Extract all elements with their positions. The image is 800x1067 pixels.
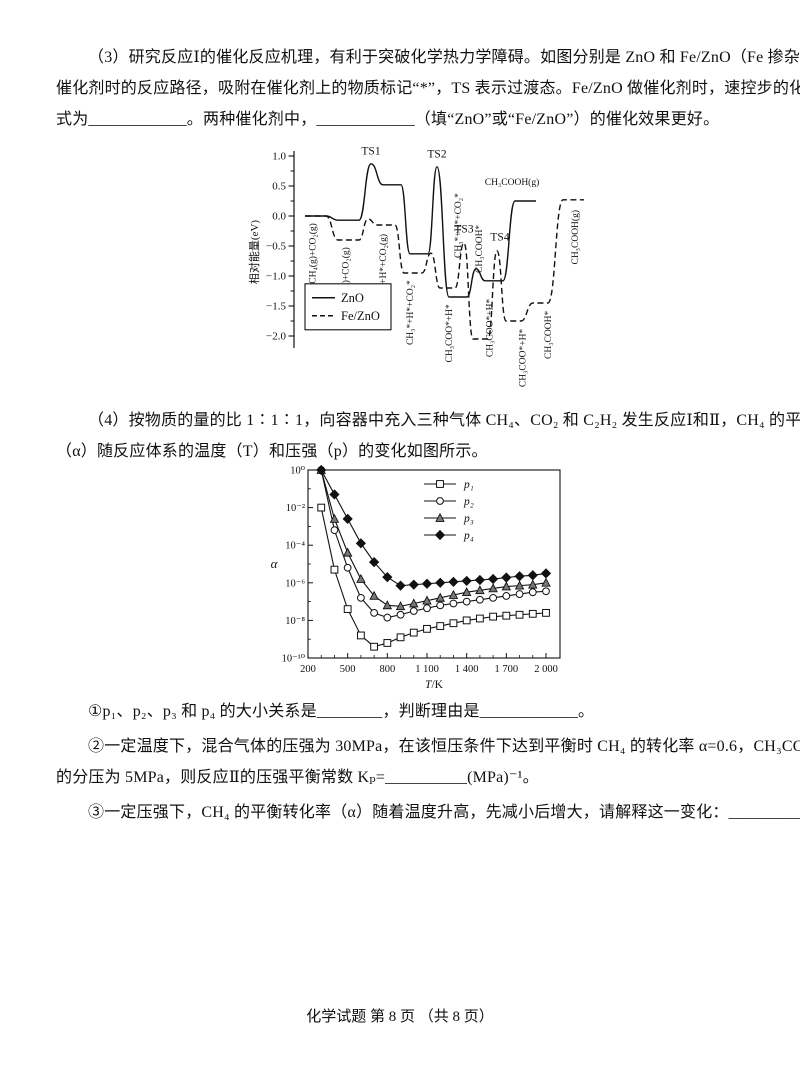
svg-text:TS4: TS4 xyxy=(490,231,509,243)
svg-text:p₃: p₃ xyxy=(463,513,474,525)
svg-text:10⁰: 10⁰ xyxy=(290,466,305,477)
svg-text:p₄: p₄ xyxy=(463,530,474,542)
svg-text:CH₄*(g)+CO₂(g): CH₄*(g)+CO₂(g) xyxy=(341,247,352,312)
question-4-line-2: （α）随反应体系的温度（T）和压强（p）的变化如图所示。 xyxy=(56,443,488,460)
sub-question-1: ①p₁、p₂、p₃ 和 p₄ 的大小关系是________，判断理由是_____… xyxy=(88,703,595,720)
svg-text:CH₃COO*+H*: CH₃COO*+H* xyxy=(445,304,455,363)
svg-text:1.0: 1.0 xyxy=(272,151,286,163)
svg-text:T/K: T/K xyxy=(425,679,444,691)
svg-text:相对能量(eV): 相对能量(eV) xyxy=(247,220,261,284)
question-3-paragraph: （3）研究反应Ⅰ的催化反应机理，有利于突破化学热力学障碍。如图分别是 ZnO 和… xyxy=(56,42,800,135)
energy-pathway-diagram: 1.0 0.5 0.0 −0.5 −1.0 −1.5 −2.0 相对能量(eV) TS1 TS2 T… xyxy=(244,136,609,404)
question-3-line-3: 式为____________。两种催化剂中，____________（填“ZnO… xyxy=(56,111,720,128)
svg-text:−2.0: −2.0 xyxy=(266,331,286,343)
svg-text:10⁻²: 10⁻² xyxy=(286,503,305,514)
page-footer: 化学试题 第 8 页 （共 8 页） xyxy=(306,1009,494,1025)
question-3-line-2: 催化剂时的反应路径，吸附在催化剂上的物质标记“*”，TS 表示过渡态。Fe/Zn… xyxy=(56,80,800,97)
energy-diagram-svg: 1.0 0.5 0.0 −0.5 −1.0 −1.5 −2.0 相对能量(eV) TS1 TS2 T… xyxy=(247,146,584,388)
conversion-vs-temperature-chart: 200 500 800 1 100 1 400 1 700 2 000 10⁰ 10⁻² 10⁻⁴… xyxy=(264,460,574,697)
svg-text:10⁻⁴: 10⁻⁴ xyxy=(285,541,305,552)
svg-text:CH₃COOH*: CH₃COOH* xyxy=(475,225,485,273)
svg-text:1 400: 1 400 xyxy=(455,664,479,675)
svg-text:CH₃*+H*+CO₂*: CH₃*+H*+CO₂* xyxy=(406,280,416,345)
svg-text:TS1: TS1 xyxy=(361,146,380,158)
energy-legend-box xyxy=(304,283,392,331)
svg-text:10⁻⁸: 10⁻⁸ xyxy=(285,616,305,627)
svg-text:ZnO: ZnO xyxy=(341,291,364,305)
svg-text:Fe/ZnO: Fe/ZnO xyxy=(341,309,380,323)
svg-text:10⁻¹⁰: 10⁻¹⁰ xyxy=(282,654,305,665)
svg-text:TS2: TS2 xyxy=(427,149,446,161)
svg-text:p₂: p₂ xyxy=(463,496,474,508)
svg-text:CH₃*+H*+CO₂(g): CH₃*+H*+CO₂(g) xyxy=(378,234,389,305)
svg-text:1 700: 1 700 xyxy=(495,664,519,675)
svg-text:−0.5: −0.5 xyxy=(266,241,286,253)
svg-text:CH₃COOH(g): CH₃COOH(g) xyxy=(570,210,581,265)
question-4-paragraph: （4）按物质的量的比 1∶1∶1，向容器中充入三种气体 CH₄、CO₂ 和 C₂… xyxy=(56,405,800,467)
question-4-line-1: （4）按物质的量的比 1∶1∶1，向容器中充入三种气体 CH₄、CO₂ 和 C₂… xyxy=(88,412,800,429)
svg-text:CH₃COOH(g): CH₃COOH(g) xyxy=(485,177,540,188)
svg-text:1 100: 1 100 xyxy=(415,664,439,675)
svg-text:800: 800 xyxy=(379,664,395,675)
svg-text:200: 200 xyxy=(300,664,316,675)
svg-text:0.5: 0.5 xyxy=(272,181,286,193)
sub-question-3: ③一定压强下，CH₄ 的平衡转化率（α）随着温度升高，先减小后增大，请解释这一变… xyxy=(88,804,800,821)
svg-text:CH₃*+H*+CO₂*: CH₃*+H*+CO₂* xyxy=(454,193,464,258)
sub-question-2-line-1: ②一定温度下，混合气体的压强为 30MPa，在该恒压条件下达到平衡时 CH₄ 的… xyxy=(88,738,800,755)
question-3-line-1: （3）研究反应Ⅰ的催化反应机理，有利于突破化学热力学障碍。如图分别是 ZnO 和… xyxy=(88,49,800,66)
svg-text:10⁻⁶: 10⁻⁶ xyxy=(285,578,305,589)
svg-text:−1.0: −1.0 xyxy=(266,271,286,283)
conversion-chart-svg: 200 500 800 1 100 1 400 1 700 2 000 10⁰ 10⁻² 10⁻⁴… xyxy=(271,464,561,691)
svg-text:2 000: 2 000 xyxy=(534,664,558,675)
svg-text:0.0: 0.0 xyxy=(272,211,286,223)
svg-text:CH₄(g)+CO₂(g): CH₄(g)+CO₂(g) xyxy=(308,223,319,284)
svg-text:500: 500 xyxy=(340,664,356,675)
svg-text:CH₃COO*+H*: CH₃COO*+H* xyxy=(519,329,529,388)
sub-questions: ①p₁、p₂、p₃ 和 p₄ 的大小关系是________，判断理由是_____… xyxy=(56,696,800,828)
svg-text:p₁: p₁ xyxy=(463,479,474,491)
sub-question-2-line-2: 的分压为 5MPa，则反应Ⅱ的压强平衡常数 Kₚ=__________(MPa)… xyxy=(56,769,539,786)
svg-text:TS3: TS3 xyxy=(454,224,473,236)
svg-text:α: α xyxy=(271,556,279,571)
svg-text:CH₃COOH*: CH₃COOH* xyxy=(544,311,554,359)
svg-text:CH₃COO*+H*: CH₃COO*+H* xyxy=(486,299,496,358)
svg-text:−1.5: −1.5 xyxy=(266,301,286,313)
